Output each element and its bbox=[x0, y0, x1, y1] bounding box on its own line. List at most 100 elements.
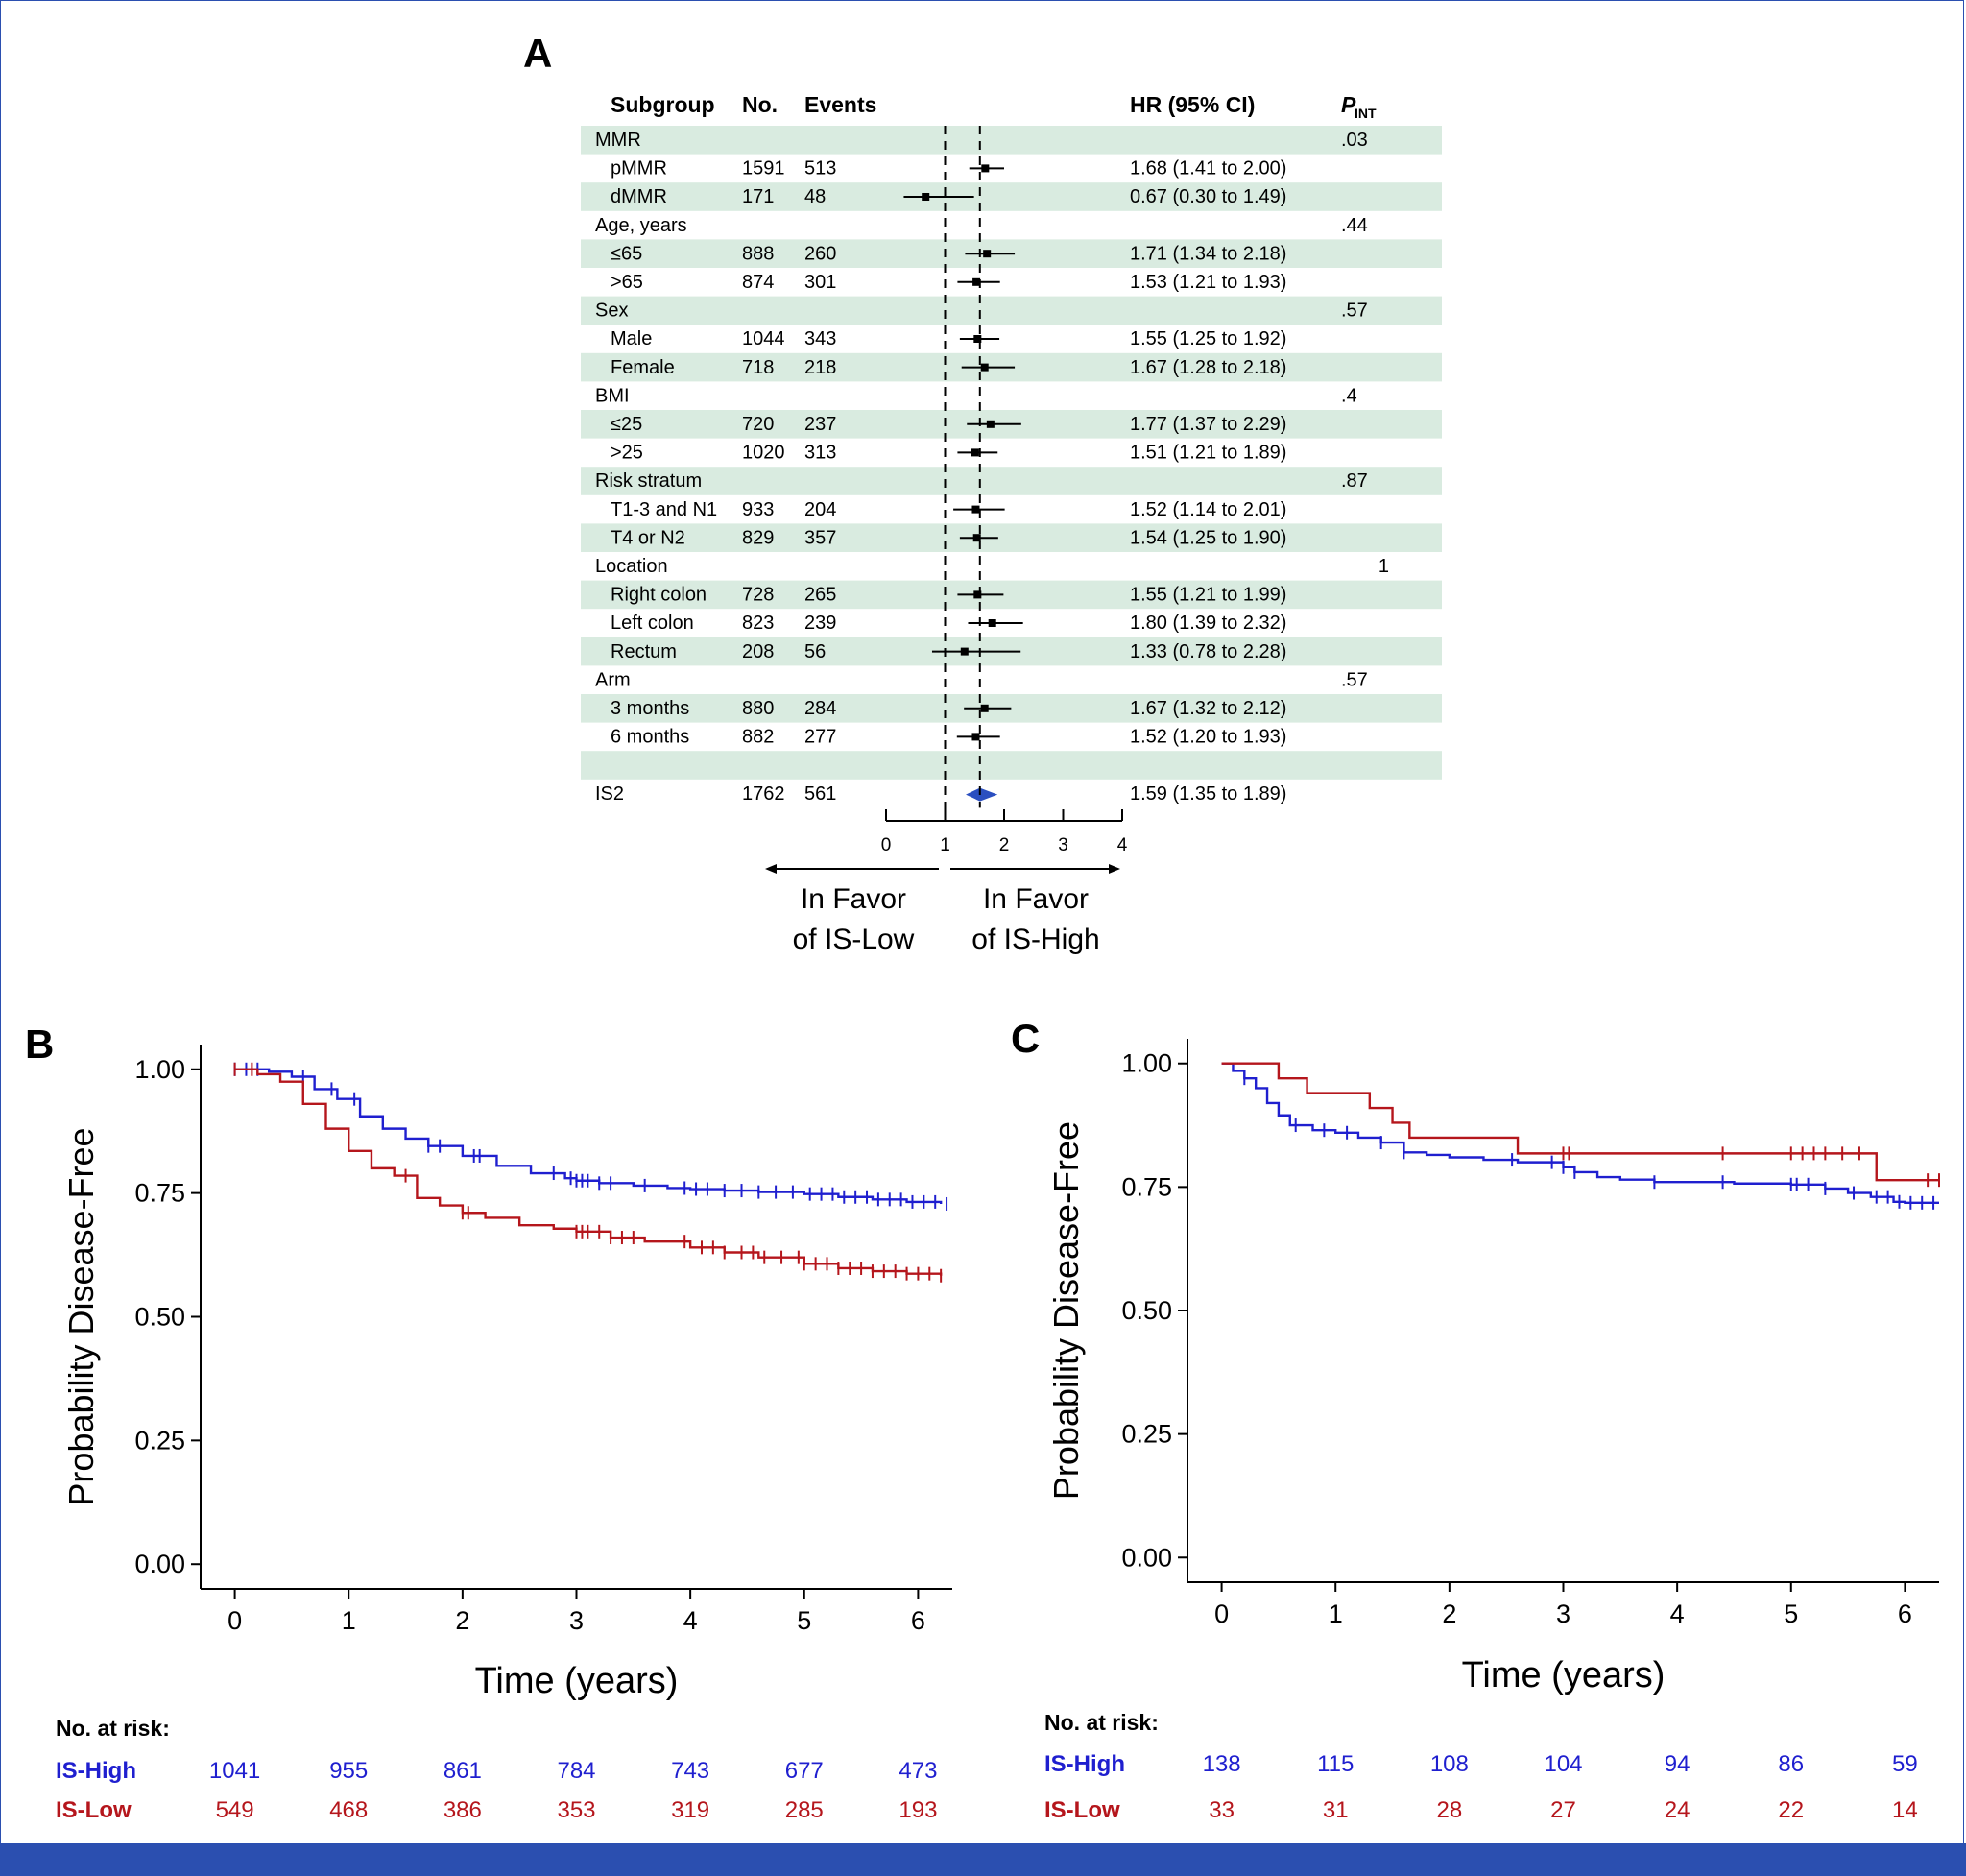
forest-x-tick-label: 1 bbox=[940, 835, 950, 855]
forest-row-events: 204 bbox=[804, 499, 836, 520]
forest-row-pint: .57 bbox=[1341, 669, 1368, 690]
risk-row-value: 14 bbox=[1892, 1797, 1918, 1823]
forest-row-band bbox=[581, 126, 1442, 155]
forest-row-pint: .87 bbox=[1341, 470, 1368, 492]
km-curve-is-low bbox=[234, 1068, 943, 1276]
forest-row-ci: 1.71 (1.34 to 2.18) bbox=[1130, 243, 1286, 264]
risk-row-value: 94 bbox=[1665, 1751, 1690, 1777]
footer-bar bbox=[0, 1843, 1966, 1876]
forest-row-ci: 1.77 (1.37 to 2.29) bbox=[1130, 414, 1286, 435]
forest-row-ci: 1.68 (1.41 to 2.00) bbox=[1130, 158, 1286, 180]
km-x-tick-label: 3 bbox=[569, 1606, 584, 1635]
forest-point bbox=[988, 619, 996, 627]
forest-row-events: 343 bbox=[804, 328, 836, 349]
risk-row-value: 861 bbox=[444, 1758, 482, 1784]
km-panel-c: C 0.00 0.25 0.50 0.75 1.00 0 1 2 3 4 5 6 Time (years)… bbox=[1011, 1016, 1940, 1823]
header-hr: HR (95% CI) bbox=[1130, 92, 1255, 117]
forest-row-events: 260 bbox=[804, 243, 836, 264]
forest-row-label: 6 months bbox=[611, 727, 689, 748]
forest-row-no: 888 bbox=[742, 243, 774, 264]
header-pint-sub: INT bbox=[1355, 106, 1377, 121]
risk-row-value: 138 bbox=[1203, 1751, 1241, 1777]
forest-row-ci: 1.67 (1.32 to 2.12) bbox=[1130, 698, 1286, 719]
panel-label-a: A bbox=[523, 31, 552, 76]
forest-row-label: Sex bbox=[595, 301, 628, 322]
risk-row-value: 33 bbox=[1209, 1797, 1235, 1823]
forest-row-ci: 1.80 (1.39 to 2.32) bbox=[1130, 613, 1286, 634]
forest-point bbox=[980, 363, 989, 372]
km-y-tick-label: 1.00 bbox=[134, 1055, 185, 1084]
forest-row-ci: 1.55 (1.21 to 1.99) bbox=[1130, 585, 1286, 606]
forest-row-ci: 1.54 (1.25 to 1.90) bbox=[1130, 527, 1286, 548]
forest-row-label: Male bbox=[611, 328, 652, 349]
km-y-tick-label: 1.00 bbox=[1121, 1049, 1172, 1078]
forest-x-tick-label: 4 bbox=[1117, 835, 1128, 855]
risk-row-value: 22 bbox=[1778, 1797, 1804, 1823]
km-x-tick-label: 2 bbox=[455, 1606, 469, 1635]
forest-point bbox=[973, 335, 982, 343]
forest-row-label: MMR bbox=[595, 130, 641, 151]
km-x-axis-label: Time (years) bbox=[475, 1661, 679, 1701]
forest-x-tick-label: 2 bbox=[999, 835, 1010, 855]
risk-row-name: IS-Low bbox=[56, 1797, 132, 1823]
forest-x-tick-label: 3 bbox=[1058, 835, 1068, 855]
forest-row-no: 823 bbox=[742, 613, 774, 634]
forest-row-ci: 1.55 (1.25 to 1.92) bbox=[1130, 328, 1286, 349]
header-pint: P bbox=[1341, 92, 1356, 117]
forest-row-events: 237 bbox=[804, 414, 836, 435]
km-x-tick-label: 6 bbox=[911, 1606, 925, 1635]
forest-row-no: 882 bbox=[742, 727, 774, 748]
risk-table-title: No. at risk: bbox=[56, 1716, 170, 1741]
forest-row-band bbox=[581, 580, 1442, 610]
forest-row-events: 513 bbox=[804, 158, 836, 180]
forest-row-ci: 1.67 (1.28 to 2.18) bbox=[1130, 357, 1286, 378]
forest-row-no: 933 bbox=[742, 499, 774, 520]
forest-row-events: 313 bbox=[804, 443, 836, 464]
km-x-tick-label: 5 bbox=[797, 1606, 811, 1635]
forest-point bbox=[960, 647, 969, 656]
risk-row-value: 468 bbox=[329, 1797, 368, 1823]
forest-row-band bbox=[581, 467, 1442, 495]
risk-row-name: IS-High bbox=[1044, 1751, 1125, 1777]
forest-row-label: Left colon bbox=[611, 613, 694, 634]
risk-row-value: 27 bbox=[1550, 1797, 1576, 1823]
forest-row-pint: .44 bbox=[1341, 215, 1368, 236]
km-y-tick-label: 0.00 bbox=[134, 1550, 185, 1578]
km-y-tick-label: 0.25 bbox=[134, 1426, 185, 1455]
forest-point bbox=[971, 505, 980, 514]
favor-low-label: In Favor bbox=[801, 883, 906, 915]
risk-row-value: 677 bbox=[785, 1758, 824, 1784]
risk-row-value: 784 bbox=[557, 1758, 595, 1784]
km-x-tick-label: 4 bbox=[683, 1606, 698, 1635]
forest-row-events: 301 bbox=[804, 272, 836, 293]
forest-row-events: 218 bbox=[804, 357, 836, 378]
risk-row-value: 319 bbox=[671, 1797, 709, 1823]
forest-row-no: 1591 bbox=[742, 158, 785, 180]
forest-row-no: 718 bbox=[742, 357, 774, 378]
risk-row-value: 386 bbox=[444, 1797, 482, 1823]
forest-row-label: Arm bbox=[595, 669, 631, 690]
forest-point bbox=[983, 250, 992, 258]
forest-row-label: Female bbox=[611, 357, 675, 378]
km-x-tick-label: 2 bbox=[1442, 1599, 1456, 1628]
km-y-tick-label: 0.25 bbox=[1121, 1420, 1172, 1449]
forest-row-band bbox=[581, 182, 1442, 211]
forest-row-no: 208 bbox=[742, 641, 774, 662]
forest-row-pint: .03 bbox=[1341, 130, 1368, 151]
risk-row-name: IS-High bbox=[56, 1758, 136, 1784]
km-y-tick-label: 0.75 bbox=[134, 1179, 185, 1208]
risk-row-value: 473 bbox=[899, 1758, 937, 1784]
forest-row-ci: 1.52 (1.14 to 2.01) bbox=[1130, 499, 1286, 520]
risk-row-value: 108 bbox=[1430, 1751, 1469, 1777]
forest-row-label: T4 or N2 bbox=[611, 527, 685, 548]
km-x-tick-label: 4 bbox=[1670, 1599, 1685, 1628]
km-y-tick-label: 0.00 bbox=[1121, 1543, 1172, 1572]
header-events: Events bbox=[804, 92, 876, 117]
panel-label-c: C bbox=[1011, 1016, 1040, 1061]
forest-row-label: pMMR bbox=[611, 158, 667, 180]
panel-label-b: B bbox=[25, 1022, 54, 1067]
forest-row-pint: .57 bbox=[1341, 301, 1368, 322]
forest-point bbox=[972, 534, 981, 542]
